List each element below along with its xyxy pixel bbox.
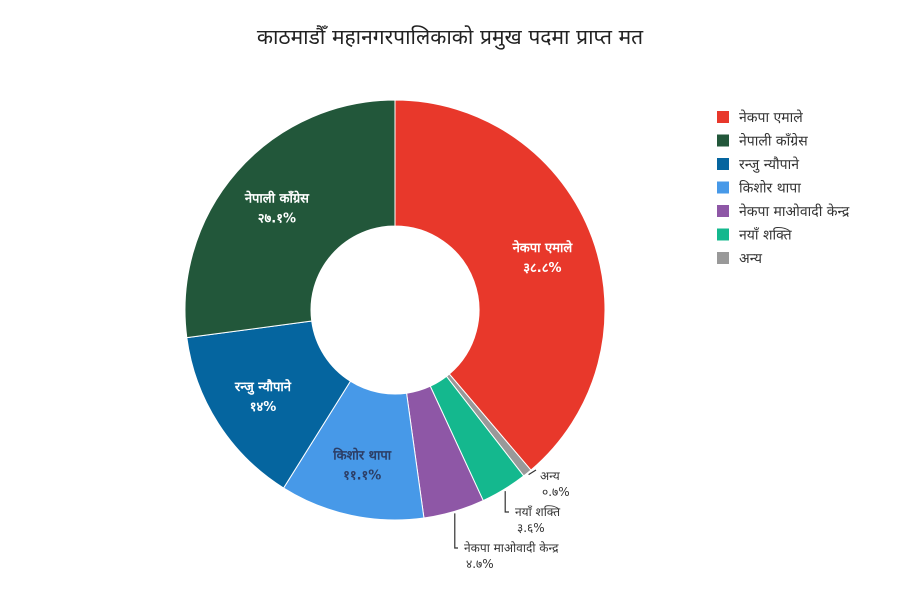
- slice-नेकपा-एमाले[interactable]: [394, 99, 606, 471]
- leader-line-अन्य: [528, 469, 537, 476]
- slice-value-किशोर-थापा: ११.१%: [343, 469, 381, 484]
- legend-label: नेकपा माओवादी केन्द्र: [739, 203, 850, 220]
- slice-label-रन्जु-न्यौपाने: रन्जु न्यौपाने: [234, 379, 292, 395]
- legend-label: नेकपा एमाले: [739, 109, 803, 126]
- leader-line-नेकपा-माओवादी-केन्द्र: [454, 513, 458, 549]
- legend-label: अन्य: [739, 251, 763, 267]
- legend-swatch: [717, 252, 729, 264]
- slice-label-नेपाली-काँग्रेस: नेपाली काँग्रेस: [244, 191, 310, 207]
- slice-label-नयाँ-शक्ति: नयाँ शक्ति: [515, 505, 561, 519]
- leader-line-नयाँ-शक्ति: [504, 491, 509, 513]
- legend-item-अन्य[interactable]: अन्य: [717, 251, 763, 267]
- legend: नेकपा एमाले नेपाली काँग्रेस रन्जु न्यौपाने…: [717, 109, 850, 267]
- slice-value-नेकपा-एमाले: ३८.८%: [523, 261, 561, 276]
- legend-item-रन्जु-न्यौपाने[interactable]: रन्जु न्यौपाने: [717, 156, 799, 173]
- slice-value-नेकपा-माओवादी-केन्द्र: ४.७%: [466, 557, 494, 571]
- legend-swatch: [717, 158, 729, 170]
- slice-value-अन्य: ०.७%: [542, 485, 570, 499]
- legend-swatch: [717, 181, 729, 194]
- chart-title: काठमाडौँ महानगरपालिकाको प्रमुख पदमा प्रा…: [257, 25, 644, 50]
- legend-swatch: [717, 111, 729, 123]
- legend-item-नेकपा-एमाले[interactable]: नेकपा एमाले: [717, 109, 803, 126]
- slice-किशोर-थापा[interactable]: [282, 380, 425, 521]
- slice-label-अन्य: अन्य: [540, 469, 561, 483]
- legend-item-नेपाली-काँग्रेस[interactable]: नेपाली काँग्रेस: [717, 133, 808, 150]
- slices: [184, 99, 606, 521]
- slice-value-नयाँ-शक्ति: ३.६%: [517, 521, 545, 535]
- slice-value-नेपाली-काँग्रेस: २७.१%: [258, 212, 296, 227]
- slice-label-नेकपा-माओवादी-केन्द्र: नेकपा माओवादी केन्द्र: [464, 541, 559, 555]
- legend-label: नयाँ शक्ति: [739, 227, 793, 244]
- legend-item-नयाँ-शक्ति[interactable]: नयाँ शक्ति: [717, 227, 793, 244]
- slice-नेपाली-काँग्रेस[interactable]: [184, 99, 396, 339]
- legend-swatch: [717, 134, 729, 147]
- legend-label: किशोर थापा: [739, 180, 801, 197]
- legend-swatch: [717, 228, 729, 241]
- slice-labels: नेकपा एमाले ३८.८% किशोर थापा ११.१% रन्जु न्य…: [234, 191, 573, 571]
- slice-label-नेकपा-एमाले: नेकपा एमाले: [512, 240, 574, 256]
- slice-value-रन्जु-न्यौपाने: १४%: [250, 400, 277, 415]
- slice-रन्जु-न्यौपाने[interactable]: [186, 320, 352, 489]
- slice-label-किशोर-थापा: किशोर थापा: [332, 448, 391, 464]
- legend-label: रन्जु न्यौपाने: [739, 156, 799, 173]
- legend-item-नेकपा-माओवादी-केन्द्र[interactable]: नेकपा माओवादी केन्द्र: [717, 203, 850, 220]
- legend-label: नेपाली काँग्रेस: [739, 133, 808, 150]
- legend-swatch: [717, 205, 729, 217]
- legend-item-किशोर-थापा[interactable]: किशोर थापा: [717, 180, 801, 197]
